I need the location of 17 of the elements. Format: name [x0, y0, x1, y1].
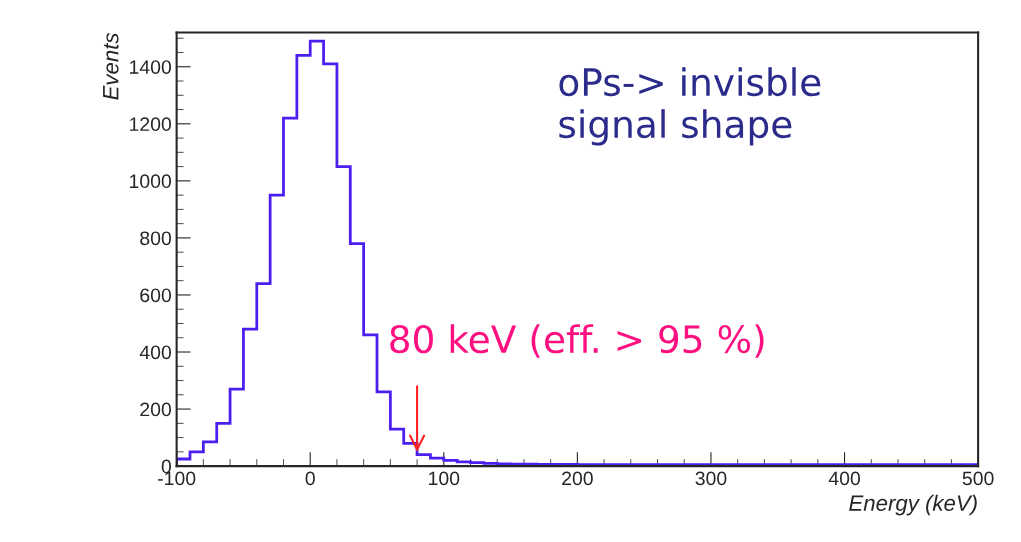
x-tick-label: 500 [962, 471, 994, 486]
x-tick-label: 400 [828, 471, 860, 486]
x-tick-label: 0 [305, 471, 315, 486]
y-tick-label: 1400 [130, 60, 172, 74]
x-axis-title: Energy (keV) [849, 494, 977, 516]
y-axis-title: Events [103, 32, 119, 100]
x-tick-label: 100 [429, 471, 460, 486]
y-tick-label: 1200 [130, 117, 172, 132]
annotation: oPs-> invisble signal shape [559, 67, 821, 146]
y-tick-label: 1000 [130, 174, 172, 189]
y-tick-label: 600 [140, 288, 172, 303]
y-tick-label: 400 [139, 345, 172, 360]
annotation: 80 keV (eff. > 95 %) [390, 324, 764, 358]
x-tick-label: 300 [695, 471, 727, 486]
y-tick-label: 800 [140, 231, 172, 246]
y-tick-label: 200 [140, 402, 172, 417]
x-tick-label: 200 [562, 471, 593, 486]
